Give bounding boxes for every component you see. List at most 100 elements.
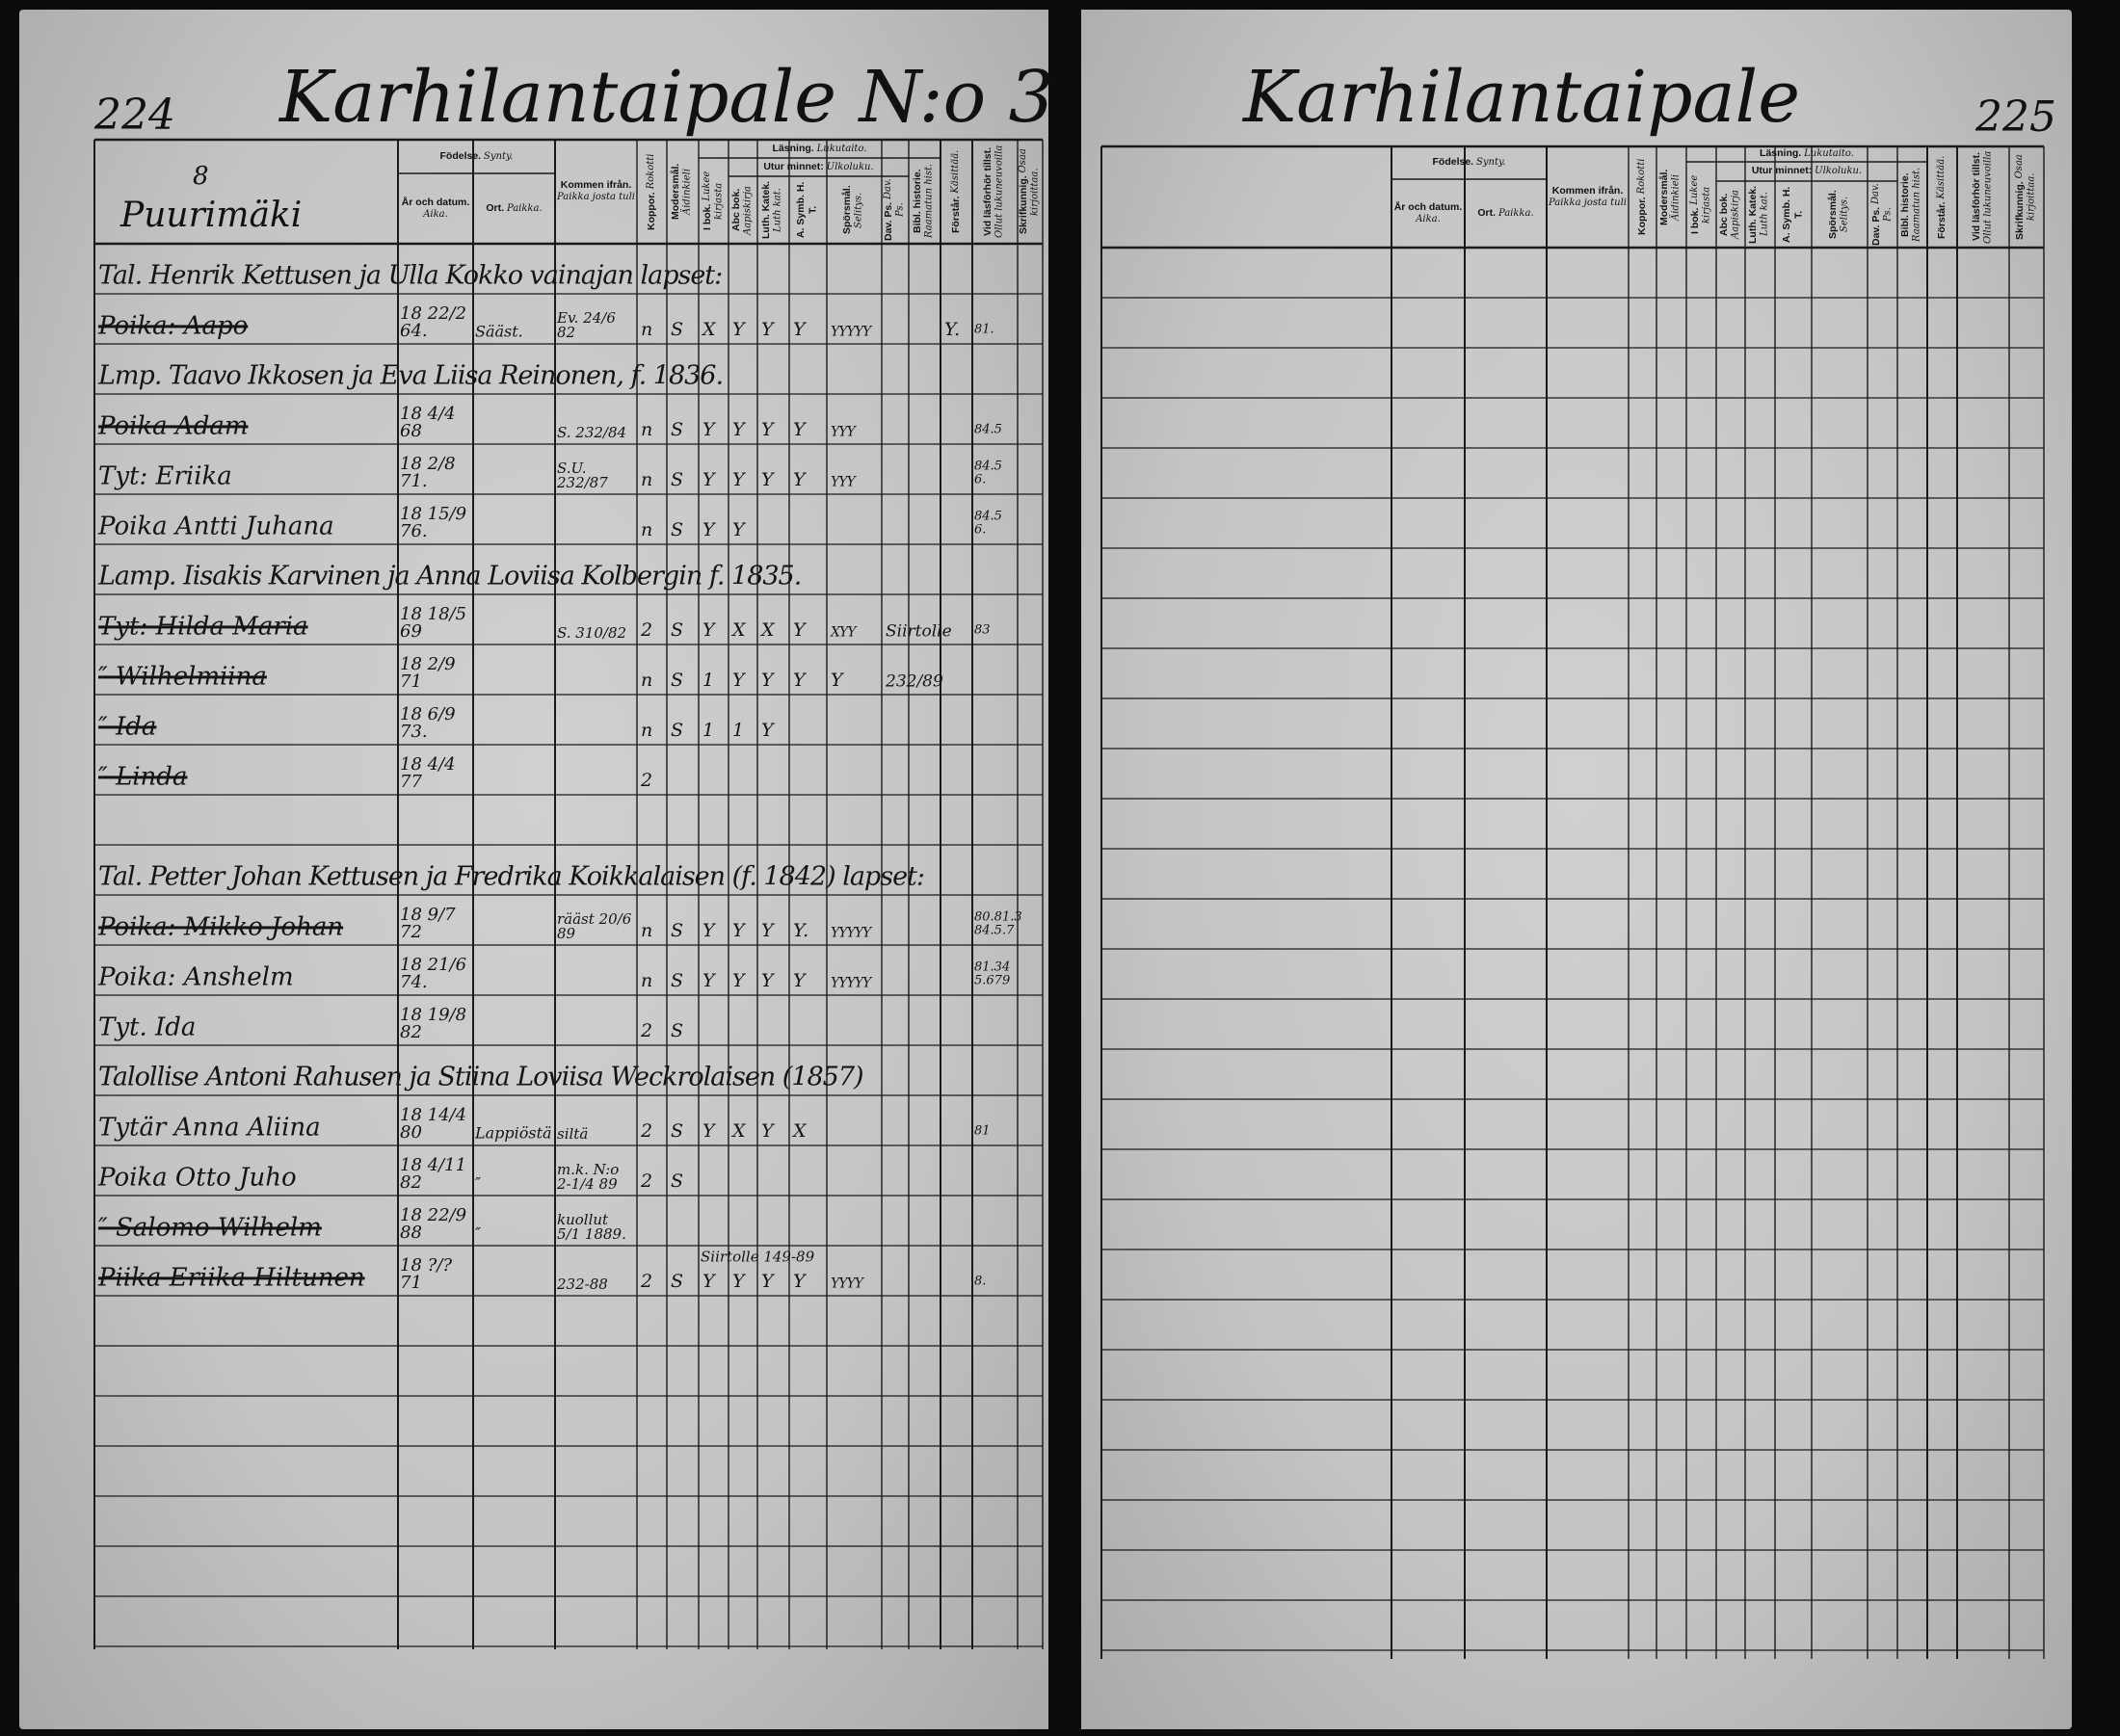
reading-mark: X (732, 1120, 746, 1143)
person-name: Tytär Anna Aliina (98, 1113, 321, 1143)
reading-mark: X (732, 619, 746, 642)
reading-mark: YYYY (831, 1276, 863, 1292)
right-header-ibok-label: I bok. (1688, 207, 1701, 235)
came-from: 232-88 (557, 1276, 608, 1293)
birth-date: 18 22/2 64. (400, 303, 467, 341)
reading-mark: S (671, 519, 684, 541)
left-header-ort-label: Ort. (486, 201, 505, 214)
person-name: Tyt. Ida (98, 1013, 197, 1042)
birth-date: 18 4/11 82 (400, 1155, 467, 1193)
right-header-utur: Utur minnet: Ulkoluku. (1716, 162, 1897, 181)
left-header-koppor-label: Koppor. (646, 192, 658, 230)
right-header-sporsmal: Spörsmål. Selitys. (1812, 181, 1868, 248)
birth-date: 18 2/9 71 (400, 654, 456, 692)
reading-mark: S (671, 920, 684, 942)
examination-years: 8. (974, 1274, 987, 1289)
examination-years: 81. (974, 322, 994, 337)
reading-mark: n (641, 419, 653, 441)
right-header-modersmal-label: Modersmål. (1658, 169, 1671, 225)
left-header-abc-label: Abc bok. (729, 188, 742, 232)
left-page (19, 10, 1048, 1729)
right-header-bibl-label: Bibl. historie. (1899, 172, 1912, 237)
birth-place: Sääst. (475, 322, 523, 341)
transfer-note: 232/89 (886, 671, 943, 692)
person-name: Poika Otto Juho (98, 1163, 297, 1193)
reading-mark: YYY (831, 424, 856, 440)
right-header-vid: Vid läsförhör tillst. Ollut lukuneuvoill… (1957, 146, 2009, 248)
family-heading: Tal. Petter Johan Kettusen ja Fredrika K… (98, 861, 925, 892)
right-header-abc-label-fi: Aapiskirja (1730, 190, 1741, 240)
reading-mark: 2 (641, 770, 653, 792)
person-name: Poika Adam (98, 411, 249, 441)
left-header-ar-label-fi: Aika. (423, 208, 448, 220)
left-header-utur: Utur minnet: Ulkoluku. (729, 158, 909, 176)
reading-mark: S (671, 670, 684, 692)
reading-mark: S (671, 720, 684, 742)
left-header-luth-label: Luth. Katek. (760, 180, 773, 240)
came-from: S. 310/82 (557, 624, 627, 642)
left-header-koppor-label-fi: Rokotti (646, 153, 657, 190)
section-name: Puurimäki (120, 196, 303, 235)
person-name: Poika: Mikko Johan (98, 912, 344, 942)
reading-mark: S (671, 1170, 684, 1193)
right-header-fodelse-label-fi: Synty. (1476, 157, 1506, 169)
birth-date: 18 ?/? 71 (400, 1255, 452, 1293)
right-header-ort-label: Ort. (1477, 206, 1497, 219)
right-header-kommen-label-fi: Paikka josta tuli (1549, 197, 1627, 208)
reading-mark: Y. (793, 920, 809, 942)
left-header-sporsmal-label: Spörsmål. (841, 185, 854, 235)
reading-mark: 2 (641, 1271, 653, 1293)
left-header-ibok: I bok. Lukee kirjasta (699, 158, 729, 244)
right-header-ar: År och datum. Aika. (1391, 179, 1465, 248)
left-header-skrif-label: Skrifkunnig. (1018, 175, 1030, 235)
right-header-forstar-label-fi: Käsittää. (1936, 155, 1948, 199)
right-page-number: 225 (1975, 92, 2056, 142)
left-header-symb: A. Symb. H. T. (789, 176, 827, 244)
left-header-ort: Ort. Paikka. (473, 173, 555, 244)
reading-mark: n (641, 519, 653, 541)
reading-mark: Y (702, 1271, 715, 1293)
birth-date: 18 19/8 82 (400, 1005, 467, 1042)
left-header-luth-label-fi: Luth kat. (773, 188, 783, 232)
reading-mark: Y (761, 1120, 774, 1143)
reading-mark: S (671, 419, 684, 441)
left-header-abc-label-fi: Aapiskirja (742, 185, 754, 235)
right-header-dav: Dav. Ps. Dav. Ps. (1868, 181, 1897, 248)
reading-mark: n (641, 970, 653, 992)
reading-mark: Y (761, 920, 774, 942)
section-number: 8 (193, 162, 209, 191)
family-heading: Lamp. Iisakis Karvinen ja Anna Loviisa K… (98, 561, 802, 592)
right-header-ibok: I bok. Lukee kirjasta (1686, 162, 1716, 248)
left-header-ar: År och datum. Aika. (398, 173, 473, 244)
right-header-bibl: Bibl. historie. Raamatun hist. (1897, 162, 1927, 248)
reading-mark: Y (761, 720, 774, 742)
left-header-utur-label: Utur minnet: (763, 160, 824, 172)
right-page-title: Karhilantaipale (1243, 56, 1801, 139)
reading-mark: YYYYY (831, 925, 871, 941)
reading-mark: X (702, 319, 716, 341)
reading-mark: Y (831, 670, 843, 692)
reading-mark: 1 (702, 670, 715, 692)
reading-mark: Y (702, 920, 715, 942)
reading-mark: YYYYY (831, 324, 871, 340)
family-heading: Lmp. Taavo Ikkosen ja Eva Liisa Reinonen… (98, 360, 724, 391)
person-name: Tyt: Hilda Maria (98, 612, 308, 642)
right-header-symb: A. Symb. H. T. (1775, 181, 1812, 248)
reading-mark: Y (702, 970, 715, 992)
reading-mark: 2 (641, 1020, 653, 1042)
right-header-sporsmal-label: Spörsmål. (1826, 190, 1839, 239)
came-from: siltä (557, 1125, 589, 1143)
reading-mark: X (793, 1120, 807, 1143)
left-header-forstar: Förstår. Käsittää. (941, 140, 972, 244)
left-header-vid: Vid läsförhör tillst. Ollut lukuneuvoill… (972, 140, 1018, 244)
reading-mark: Y (702, 1120, 715, 1143)
came-from: m.k. N:o 2-1/4 89 (557, 1161, 620, 1193)
reading-mark: S (671, 469, 684, 491)
reading-mark: Y (732, 670, 745, 692)
reading-mark: n (641, 920, 653, 942)
reading-mark: Y (793, 970, 806, 992)
left-header-lasning: Läsning. Lukutaito. (699, 140, 941, 158)
birth-place: Lappiöstä (475, 1123, 552, 1143)
person-name: ″ Ida (98, 712, 157, 742)
left-header-vid-label-fi: Ollut lukuneuvoilla (994, 145, 1005, 239)
